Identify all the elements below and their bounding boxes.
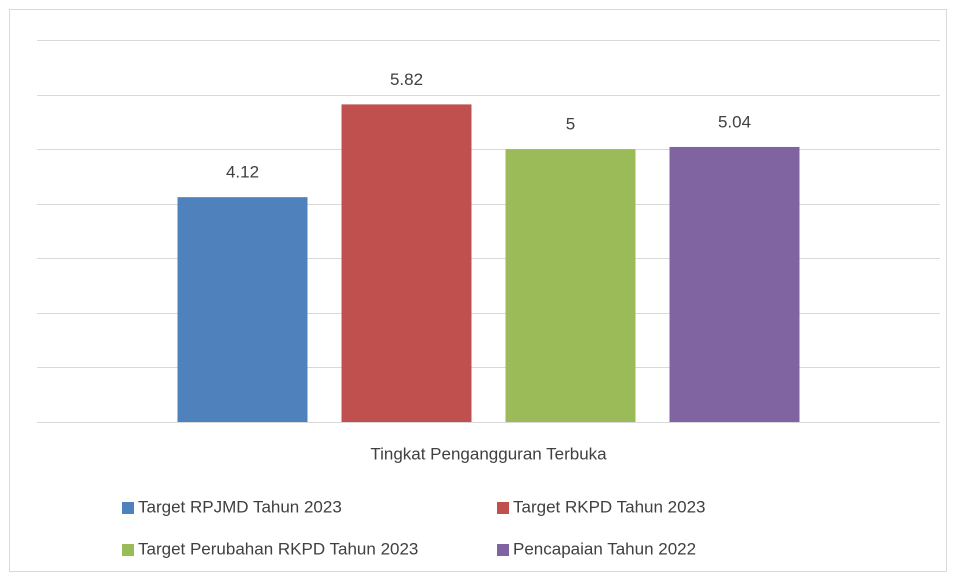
legend-swatch xyxy=(122,544,134,556)
chart-border xyxy=(9,9,947,572)
bar xyxy=(669,146,800,422)
data-label: 5 xyxy=(566,115,575,134)
bar xyxy=(341,104,472,422)
legend-label: Target RKPD Tahun 2023 xyxy=(513,497,705,516)
data-label: 4.12 xyxy=(226,163,259,182)
data-label: 5.04 xyxy=(718,112,751,131)
x-tick-label: Tingkat Pengangguran Terbuka xyxy=(370,444,607,463)
legend-swatch xyxy=(122,502,134,514)
legend-label: Target RPJMD Tahun 2023 xyxy=(138,497,342,516)
legend-label: Pencapaian Tahun 2022 xyxy=(513,539,696,558)
legend-swatch xyxy=(497,502,509,514)
bar xyxy=(505,149,636,422)
bar xyxy=(177,197,308,422)
legend-label: Target Perubahan RKPD Tahun 2023 xyxy=(138,539,418,558)
legend-swatch xyxy=(497,544,509,556)
data-label: 5.82 xyxy=(390,70,423,89)
